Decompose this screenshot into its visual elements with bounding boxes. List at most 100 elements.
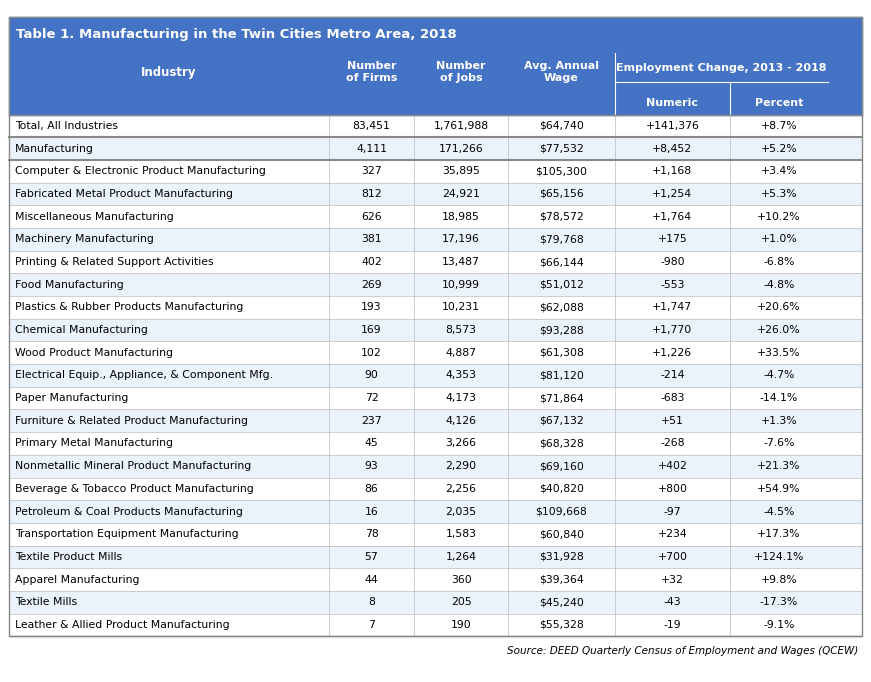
Text: Miscellaneous Manufacturing: Miscellaneous Manufacturing — [15, 211, 173, 222]
FancyBboxPatch shape — [9, 228, 862, 251]
Text: +1,254: +1,254 — [652, 189, 692, 199]
Text: $79,768: $79,768 — [539, 235, 584, 244]
FancyBboxPatch shape — [9, 92, 862, 115]
Text: -268: -268 — [660, 439, 685, 449]
FancyBboxPatch shape — [9, 318, 862, 342]
Text: Beverage & Tobacco Product Manufacturing: Beverage & Tobacco Product Manufacturing — [15, 484, 253, 494]
FancyBboxPatch shape — [9, 342, 862, 364]
Text: $61,308: $61,308 — [539, 348, 584, 358]
Text: +800: +800 — [658, 484, 687, 494]
Text: Transportation Equipment Manufacturing: Transportation Equipment Manufacturing — [15, 529, 239, 539]
Text: 8,573: 8,573 — [446, 325, 476, 335]
Text: 93: 93 — [365, 461, 378, 471]
Text: 24,921: 24,921 — [442, 189, 480, 199]
Text: -980: -980 — [660, 257, 685, 267]
Text: $31,928: $31,928 — [539, 552, 584, 562]
Text: -6.8%: -6.8% — [763, 257, 794, 267]
Text: 327: 327 — [361, 166, 381, 176]
Text: 7: 7 — [368, 620, 375, 630]
FancyBboxPatch shape — [9, 432, 862, 455]
Text: 57: 57 — [365, 552, 378, 562]
Text: $93,288: $93,288 — [539, 325, 584, 335]
Text: Plastics & Rubber Products Manufacturing: Plastics & Rubber Products Manufacturing — [15, 302, 243, 312]
FancyBboxPatch shape — [9, 364, 862, 387]
Text: 44: 44 — [365, 575, 378, 584]
Text: +3.4%: +3.4% — [760, 166, 797, 176]
Text: Manufacturing: Manufacturing — [15, 144, 94, 153]
Text: +1,226: +1,226 — [652, 348, 692, 358]
Text: +1.0%: +1.0% — [760, 235, 798, 244]
Text: $62,088: $62,088 — [539, 302, 584, 312]
Text: 2,290: 2,290 — [446, 461, 476, 471]
FancyBboxPatch shape — [9, 205, 862, 228]
Text: 18,985: 18,985 — [442, 211, 480, 222]
FancyBboxPatch shape — [9, 568, 862, 591]
Text: 1,583: 1,583 — [446, 529, 476, 539]
Text: Printing & Related Support Activities: Printing & Related Support Activities — [15, 257, 213, 267]
Text: Wood Product Manufacturing: Wood Product Manufacturing — [15, 348, 172, 358]
Text: 83,451: 83,451 — [353, 121, 390, 131]
Text: +1,168: +1,168 — [652, 166, 692, 176]
FancyBboxPatch shape — [9, 273, 862, 296]
Text: Petroleum & Coal Products Manufacturing: Petroleum & Coal Products Manufacturing — [15, 507, 243, 516]
Text: 13,487: 13,487 — [442, 257, 480, 267]
Text: 10,231: 10,231 — [442, 302, 480, 312]
Text: 72: 72 — [365, 393, 378, 403]
Text: 4,126: 4,126 — [446, 416, 476, 426]
Text: 812: 812 — [361, 189, 381, 199]
FancyBboxPatch shape — [9, 115, 862, 137]
Text: 45: 45 — [365, 439, 378, 449]
FancyBboxPatch shape — [9, 477, 862, 500]
FancyBboxPatch shape — [9, 591, 862, 614]
Text: 190: 190 — [450, 620, 471, 630]
Text: Industry: Industry — [141, 65, 197, 79]
Text: 102: 102 — [361, 348, 381, 358]
Text: $109,668: $109,668 — [536, 507, 587, 516]
Text: -683: -683 — [660, 393, 685, 403]
Text: 2,035: 2,035 — [446, 507, 476, 516]
Text: Percent: Percent — [755, 98, 803, 108]
Text: +1.3%: +1.3% — [760, 416, 797, 426]
Text: +1,770: +1,770 — [652, 325, 692, 335]
Text: $51,012: $51,012 — [539, 280, 584, 290]
Text: +234: +234 — [658, 529, 687, 539]
Text: 626: 626 — [361, 211, 381, 222]
Text: +8,452: +8,452 — [652, 144, 692, 153]
Text: 8: 8 — [368, 597, 375, 607]
Text: 10,999: 10,999 — [442, 280, 480, 290]
Text: -43: -43 — [664, 597, 681, 607]
FancyBboxPatch shape — [9, 614, 862, 636]
Text: Paper Manufacturing: Paper Manufacturing — [15, 393, 128, 403]
Text: 171,266: 171,266 — [439, 144, 483, 153]
Text: $69,160: $69,160 — [539, 461, 584, 471]
Text: +10.2%: +10.2% — [757, 211, 800, 222]
Text: +26.0%: +26.0% — [757, 325, 800, 335]
FancyBboxPatch shape — [9, 546, 862, 568]
Text: -4.7%: -4.7% — [763, 370, 794, 381]
FancyBboxPatch shape — [9, 500, 862, 523]
Text: 269: 269 — [361, 280, 381, 290]
Text: 4,173: 4,173 — [446, 393, 476, 403]
Text: 2,256: 2,256 — [446, 484, 476, 494]
Text: $64,740: $64,740 — [539, 121, 584, 131]
Text: 17,196: 17,196 — [442, 235, 480, 244]
Text: 169: 169 — [361, 325, 381, 335]
FancyBboxPatch shape — [9, 160, 862, 183]
Text: -14.1%: -14.1% — [760, 393, 798, 403]
FancyBboxPatch shape — [9, 183, 862, 205]
Text: 193: 193 — [361, 302, 381, 312]
FancyBboxPatch shape — [9, 296, 862, 318]
Text: 381: 381 — [361, 235, 381, 244]
Text: 90: 90 — [365, 370, 378, 381]
FancyBboxPatch shape — [9, 409, 862, 432]
Text: Textile Product Mills: Textile Product Mills — [15, 552, 122, 562]
Text: Electrical Equip., Appliance, & Component Mfg.: Electrical Equip., Appliance, & Componen… — [15, 370, 273, 381]
Text: Food Manufacturing: Food Manufacturing — [15, 280, 124, 290]
Text: +21.3%: +21.3% — [757, 461, 800, 471]
Text: +700: +700 — [658, 552, 687, 562]
Text: +32: +32 — [661, 575, 684, 584]
Text: +141,376: +141,376 — [645, 121, 699, 131]
Text: $78,572: $78,572 — [539, 211, 584, 222]
Text: $40,820: $40,820 — [539, 484, 584, 494]
Text: 4,111: 4,111 — [356, 144, 387, 153]
